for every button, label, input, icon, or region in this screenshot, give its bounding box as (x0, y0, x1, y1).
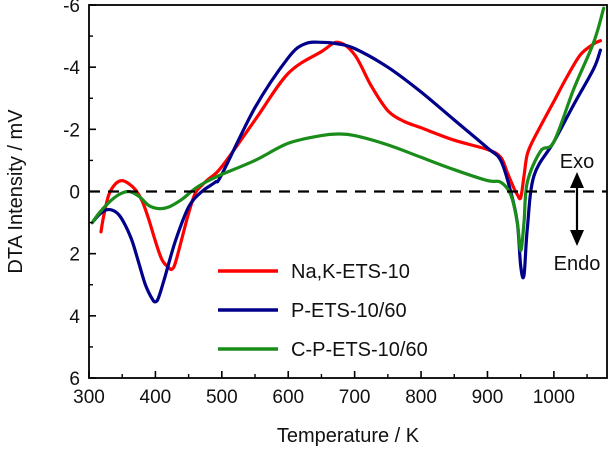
x-tick-label: 600 (272, 387, 304, 408)
arrow-up-icon (570, 172, 584, 188)
x-tick-label: 400 (140, 387, 172, 408)
x-tick-label: 700 (339, 387, 371, 408)
y-tick-label: 0 (69, 183, 80, 204)
endo-label: Endo (554, 253, 601, 275)
legend-label: C-P-ETS-10/60 (291, 339, 428, 361)
exo-endo-arrow (570, 172, 584, 246)
y-tick-label: 6 (69, 369, 80, 390)
y-axis: -6 -4 -2 0 2 4 6 (63, 0, 96, 390)
x-axis: 300 400 500 600 700 800 900 1000 (73, 371, 588, 408)
series-line-2 (90, 40, 602, 304)
y-tick-label: -6 (63, 0, 80, 17)
x-tick-label: 1000 (533, 387, 575, 408)
series-line-3 (90, 6, 606, 253)
x-tick-label: 300 (73, 387, 105, 408)
x-tick-label: 800 (405, 387, 437, 408)
y-tick-label: -2 (63, 120, 80, 141)
legend: Na,K-ETS-10 P-ETS-10/60 C-P-ETS-10/60 (218, 261, 428, 361)
series-line-1 (99, 39, 602, 272)
y-tick-label: -4 (63, 58, 80, 79)
x-axis-label: Temperature / K (277, 425, 420, 447)
x-tick-label: 500 (206, 387, 238, 408)
x-tick-label: 900 (472, 387, 504, 408)
y-tick-label: 4 (69, 307, 80, 328)
arrow-down-icon (570, 230, 584, 246)
series-layer (90, 6, 606, 304)
legend-label: Na,K-ETS-10 (291, 261, 410, 283)
exo-label: Exo (560, 151, 594, 173)
y-tick-label: 2 (69, 245, 80, 266)
legend-label: P-ETS-10/60 (291, 300, 407, 322)
exo-endo-annotation: Exo Endo (554, 151, 601, 275)
y-axis-label: DTA Intensity / mV (5, 109, 27, 274)
